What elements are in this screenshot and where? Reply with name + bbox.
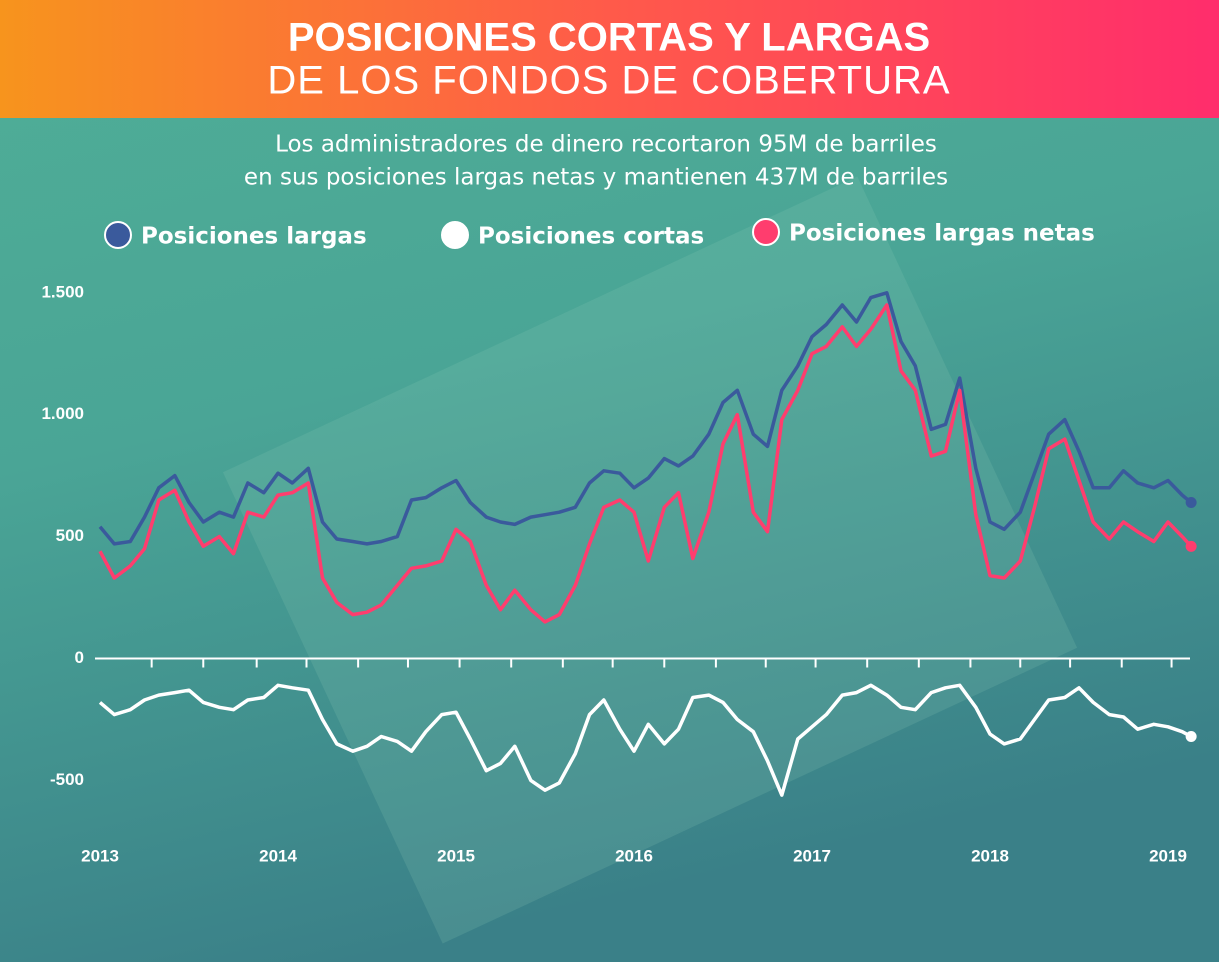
description: en sus posiciones largas netas y mantien… — [244, 165, 948, 191]
x-tick-label: 2015 — [437, 846, 475, 865]
series-line — [98, 683, 1192, 797]
y-tick-label: 500 — [56, 526, 84, 545]
x-tick-label: 2013 — [81, 846, 119, 865]
legend-label: Posiciones largas netas — [789, 221, 1095, 247]
legend-marker — [752, 218, 780, 246]
end-point — [1185, 731, 1197, 743]
x-tick-label: 2016 — [615, 846, 653, 865]
y-tick-label: 1.000 — [41, 404, 84, 423]
legend-marker — [104, 221, 132, 249]
chart-subtitle: DE LOS FONDOS DE COBERTURA — [267, 59, 950, 103]
legend-label: Posiciones largas — [141, 224, 367, 250]
x-tick-label: 2018 — [971, 846, 1009, 865]
x-tick-label: 2014 — [259, 846, 297, 865]
legend-label: Posiciones cortas — [478, 224, 704, 250]
chart-title: POSICIONES CORTAS Y LARGAS — [288, 16, 930, 60]
title-band — [0, 0, 1219, 118]
y-tick-label: 1.500 — [41, 282, 84, 301]
description: Los administradores de dinero recortaron… — [275, 132, 937, 158]
x-tick-label: 2017 — [793, 846, 831, 865]
end-point — [1185, 540, 1197, 552]
x-tick-label: 2019 — [1149, 846, 1187, 865]
y-tick-label: -500 — [50, 770, 84, 789]
legend-marker — [441, 221, 469, 249]
y-tick-label: 0 — [75, 648, 84, 667]
end-point — [1185, 496, 1197, 508]
series-line — [98, 303, 1193, 624]
series-line — [98, 291, 1193, 546]
